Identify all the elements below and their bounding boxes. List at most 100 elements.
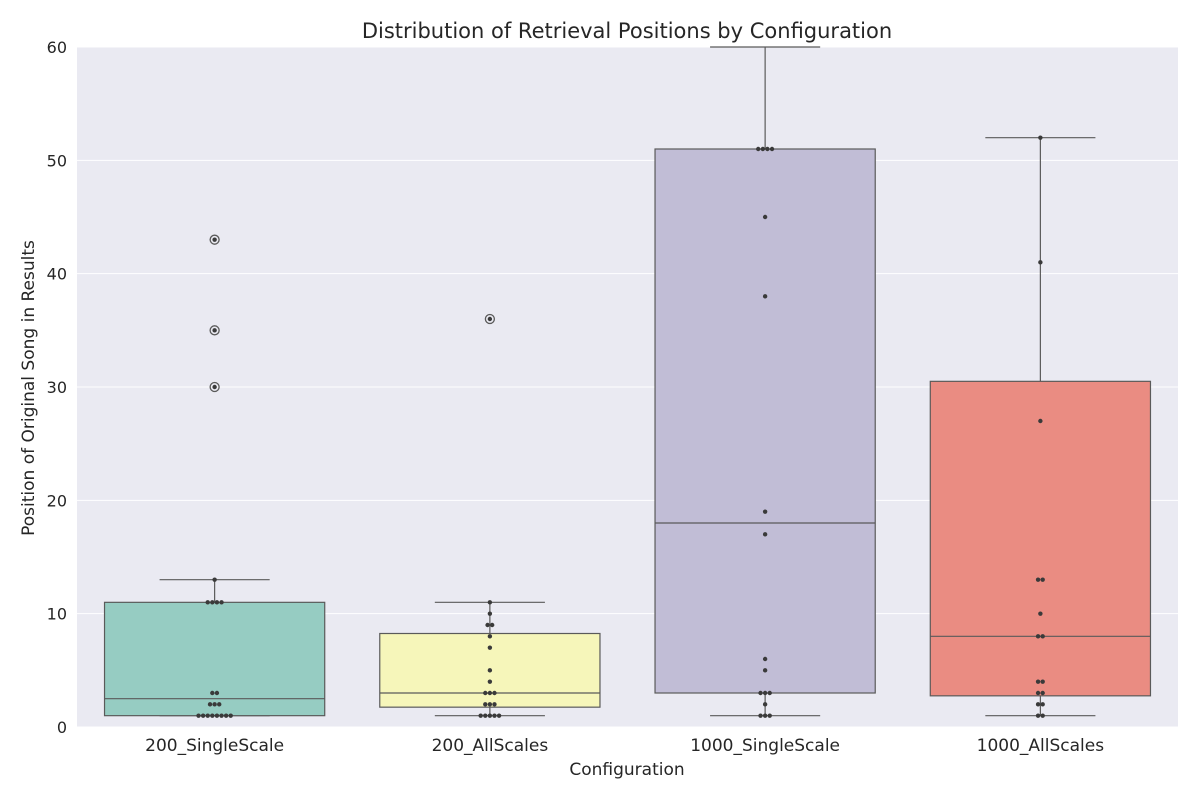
data-point <box>214 713 220 718</box>
data-point <box>492 690 497 696</box>
box-group <box>929 135 1152 718</box>
data-point <box>205 713 210 718</box>
data-point <box>217 702 222 707</box>
y-tick-label: 30 <box>47 378 67 397</box>
data-point <box>487 316 493 322</box>
data-point <box>487 645 493 650</box>
outlier-marker <box>209 381 220 393</box>
data-point <box>767 690 772 696</box>
data-point <box>210 690 215 696</box>
data-point <box>212 577 217 582</box>
data-point <box>487 679 493 684</box>
box-iqr <box>103 601 326 717</box>
y-tick-label: 50 <box>47 151 67 170</box>
data-point <box>1038 418 1043 424</box>
data-point <box>487 600 493 605</box>
data-point <box>762 690 768 696</box>
data-point <box>1040 713 1045 718</box>
data-point <box>767 713 772 718</box>
data-point <box>483 690 488 696</box>
tick-labels: 0 10 20 30 40 50 60 200_SingleScale 200_AllScale… <box>47 38 1105 756</box>
data-point <box>762 509 768 514</box>
data-point <box>762 713 768 718</box>
data-point <box>762 532 768 537</box>
x-tick-label: 1000_AllScales <box>977 736 1105 756</box>
y-tick-label: 10 <box>47 605 67 624</box>
data-point <box>212 384 217 390</box>
data-point <box>483 713 488 718</box>
x-tick-label: 200_AllScales <box>432 736 549 756</box>
data-point <box>487 634 493 639</box>
data-point <box>758 690 763 696</box>
data-point <box>212 237 217 242</box>
data-point <box>492 702 497 707</box>
data-point <box>1040 702 1045 707</box>
data-point <box>762 702 768 707</box>
outlier-marker <box>484 313 496 325</box>
data-point <box>758 713 763 718</box>
data-point <box>212 702 217 707</box>
data-point <box>487 668 493 673</box>
box-group <box>654 46 876 718</box>
data-point <box>1040 679 1045 684</box>
data-point <box>1038 260 1043 265</box>
data-point <box>765 146 770 152</box>
data-point <box>200 713 206 718</box>
box-group <box>103 234 326 718</box>
x-tick-label: 200_SingleScale <box>145 736 284 756</box>
data-point <box>762 656 768 662</box>
data-point <box>769 146 775 152</box>
data-point <box>487 713 493 718</box>
data-point <box>1035 702 1041 707</box>
data-point <box>219 600 224 605</box>
data-point <box>212 328 217 333</box>
data-point <box>756 146 761 152</box>
y-tick-label: 60 <box>47 38 67 57</box>
box-iqr <box>654 148 876 694</box>
y-tick-label: 40 <box>47 265 67 284</box>
data-point <box>762 668 768 673</box>
data-point <box>762 294 768 299</box>
data-point <box>214 690 220 696</box>
data-point <box>207 702 213 707</box>
data-point <box>1038 135 1043 140</box>
data-point <box>1035 679 1041 684</box>
y-tick-label: 20 <box>47 491 67 510</box>
data-point <box>1038 611 1043 616</box>
data-point <box>492 713 497 718</box>
box-iqr <box>929 380 1152 697</box>
data-point <box>483 702 488 707</box>
data-point <box>210 600 215 605</box>
data-point <box>1035 690 1041 696</box>
data-point <box>1035 713 1041 718</box>
data-point <box>1035 634 1041 639</box>
data-point <box>1040 577 1045 582</box>
data-point <box>210 713 215 718</box>
x-axis-label: Configuration <box>569 760 684 780</box>
x-tick-label: 1000_SingleScale <box>690 736 840 756</box>
data-point <box>205 600 210 605</box>
data-point <box>219 713 224 718</box>
y-tick-label: 0 <box>57 718 67 737</box>
data-point <box>478 713 483 718</box>
data-point <box>487 690 493 696</box>
data-point <box>487 702 493 707</box>
data-point <box>1040 690 1045 696</box>
data-point <box>228 713 233 718</box>
data-point <box>489 622 495 628</box>
chart-title: Distribution of Retrieval Positions by C… <box>362 19 892 43</box>
data-point <box>1040 634 1045 639</box>
data-point <box>223 713 229 718</box>
data-point <box>1035 577 1041 582</box>
data-point <box>196 713 201 718</box>
outlier-marker <box>209 325 220 336</box>
data-point <box>760 146 766 152</box>
data-point <box>214 600 220 605</box>
outlier-marker <box>209 234 220 245</box>
data-point <box>487 611 493 616</box>
y-axis-label: Position of Original Song in Results <box>19 240 39 536</box>
data-point <box>485 622 490 628</box>
box-group <box>379 313 601 718</box>
